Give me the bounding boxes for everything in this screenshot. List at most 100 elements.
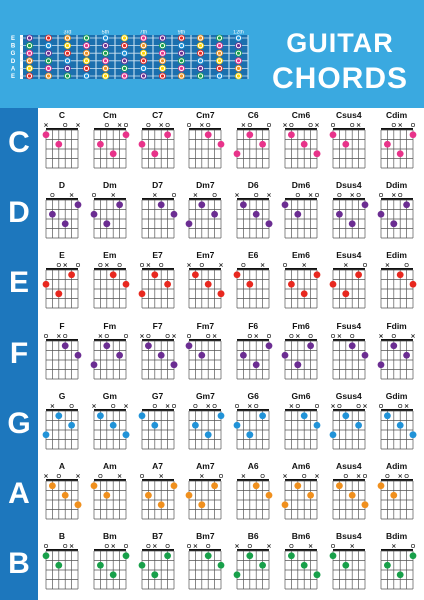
finger-dot	[217, 140, 225, 148]
chord-nut	[93, 549, 126, 552]
chord-diagram: Gm	[86, 391, 134, 460]
chord-name: Gm6	[291, 390, 311, 401]
chord-nut	[332, 479, 365, 481]
finger-dot	[307, 491, 314, 499]
chord-name: Gsus4	[335, 390, 362, 401]
finger-dot	[281, 351, 289, 359]
finger-dot	[122, 552, 130, 560]
finger-dot	[185, 220, 193, 228]
chord-name: C7	[152, 110, 164, 120]
chord-name: Esus4	[336, 250, 362, 261]
finger-dot	[361, 201, 369, 209]
chord-diagram: Am7	[181, 461, 229, 530]
chord-name: Gm7	[195, 390, 215, 401]
chord-name: Em	[103, 250, 117, 261]
finger-dot	[198, 351, 206, 359]
finger-dot	[55, 140, 63, 148]
finger-dot	[329, 131, 337, 139]
chord-diagram: A	[38, 461, 86, 530]
finger-dot	[252, 482, 260, 490]
finger-dot	[409, 131, 416, 139]
finger-dot	[342, 562, 349, 569]
finger-dot	[55, 412, 63, 419]
finger-dot	[396, 421, 404, 429]
chord-nut	[380, 479, 413, 481]
finger-dot	[68, 271, 75, 279]
chord-name: Fsus4	[336, 320, 362, 331]
finger-dot	[265, 341, 273, 349]
finger-dot	[252, 360, 260, 368]
finger-dot	[300, 412, 308, 419]
chord-diagram: F7	[134, 321, 182, 390]
chord-diagram: Am	[86, 461, 134, 530]
finger-dot	[335, 482, 343, 490]
chord-name: Cm6	[291, 110, 311, 120]
chord-name: Fm6	[292, 320, 310, 331]
chord-name: B	[58, 531, 66, 542]
finger-dot	[396, 571, 404, 579]
finger-dot	[138, 562, 145, 569]
root-letter-d: D	[8, 196, 30, 230]
chord-nut	[285, 408, 317, 411]
chord-diagram: D	[38, 180, 86, 249]
finger-dot	[122, 431, 130, 438]
finger-dot	[300, 140, 308, 148]
chord-name: G	[58, 390, 66, 401]
finger-dot	[383, 412, 391, 419]
chord-diagram: Em7	[181, 250, 229, 319]
finger-dot	[163, 552, 171, 560]
chord-nut	[285, 549, 317, 552]
chord-diagram: Em6	[277, 250, 325, 319]
finger-dot	[205, 431, 212, 438]
chord-name: Edim	[386, 250, 407, 261]
chord-diagram: A6	[229, 461, 277, 530]
finger-dot	[109, 150, 117, 158]
root-letter-a: A	[8, 477, 30, 510]
chord-diagram: Adim	[373, 461, 421, 530]
finger-dot	[389, 220, 397, 228]
finger-dot	[74, 501, 82, 509]
finger-dot	[300, 290, 308, 298]
open-string-label: E	[11, 36, 15, 42]
chord-name: Bm6	[291, 531, 311, 542]
finger-dot	[211, 482, 219, 490]
finger-dot	[68, 421, 75, 429]
chord-diagram: Edim	[373, 250, 421, 319]
chord-nut	[46, 549, 78, 552]
chord-name: Gm	[102, 390, 117, 401]
finger-dot	[402, 201, 410, 209]
finger-dot	[198, 201, 206, 209]
chord-nut	[93, 128, 126, 130]
finger-dot	[377, 360, 384, 368]
open-string-label: G	[11, 51, 16, 57]
chord-diagram: Asus4	[325, 461, 373, 530]
chord-diagram: Csus4	[325, 110, 373, 179]
chord-name: E7	[152, 250, 163, 261]
fret-marker-label: 12th	[233, 30, 244, 36]
chord-name: A6	[247, 461, 259, 471]
finger-dot	[96, 140, 104, 148]
chord-nut	[380, 198, 413, 201]
chord-name: G7	[151, 390, 164, 401]
chord-nut	[93, 479, 126, 481]
chord-name: F7	[152, 320, 163, 331]
finger-dot	[103, 491, 110, 499]
finger-dot	[281, 201, 289, 209]
finger-dot	[294, 360, 302, 368]
chord-name: Em6	[292, 250, 310, 261]
chord-name: Dsus4	[336, 180, 362, 191]
chord-diagram: E6	[229, 250, 277, 319]
chord-diagram: Gm7	[181, 391, 229, 460]
finger-dot	[313, 571, 321, 579]
chord-nut	[189, 338, 222, 341]
chord-nut	[237, 268, 270, 271]
chord-name: A7	[152, 461, 164, 471]
root-note-sidebar: C D E F G A B	[0, 108, 38, 600]
chord-diagram: Dm7	[181, 180, 229, 249]
chord-nut	[380, 128, 413, 130]
chord-diagram: Fsus4	[325, 321, 373, 390]
finger-dot	[354, 271, 362, 279]
header-banner: 3rd 5th 7th 9th 12th E B G D A E GUITAR CHORDS	[0, 0, 424, 108]
chord-name: D6	[247, 180, 259, 191]
finger-dot	[150, 571, 158, 579]
